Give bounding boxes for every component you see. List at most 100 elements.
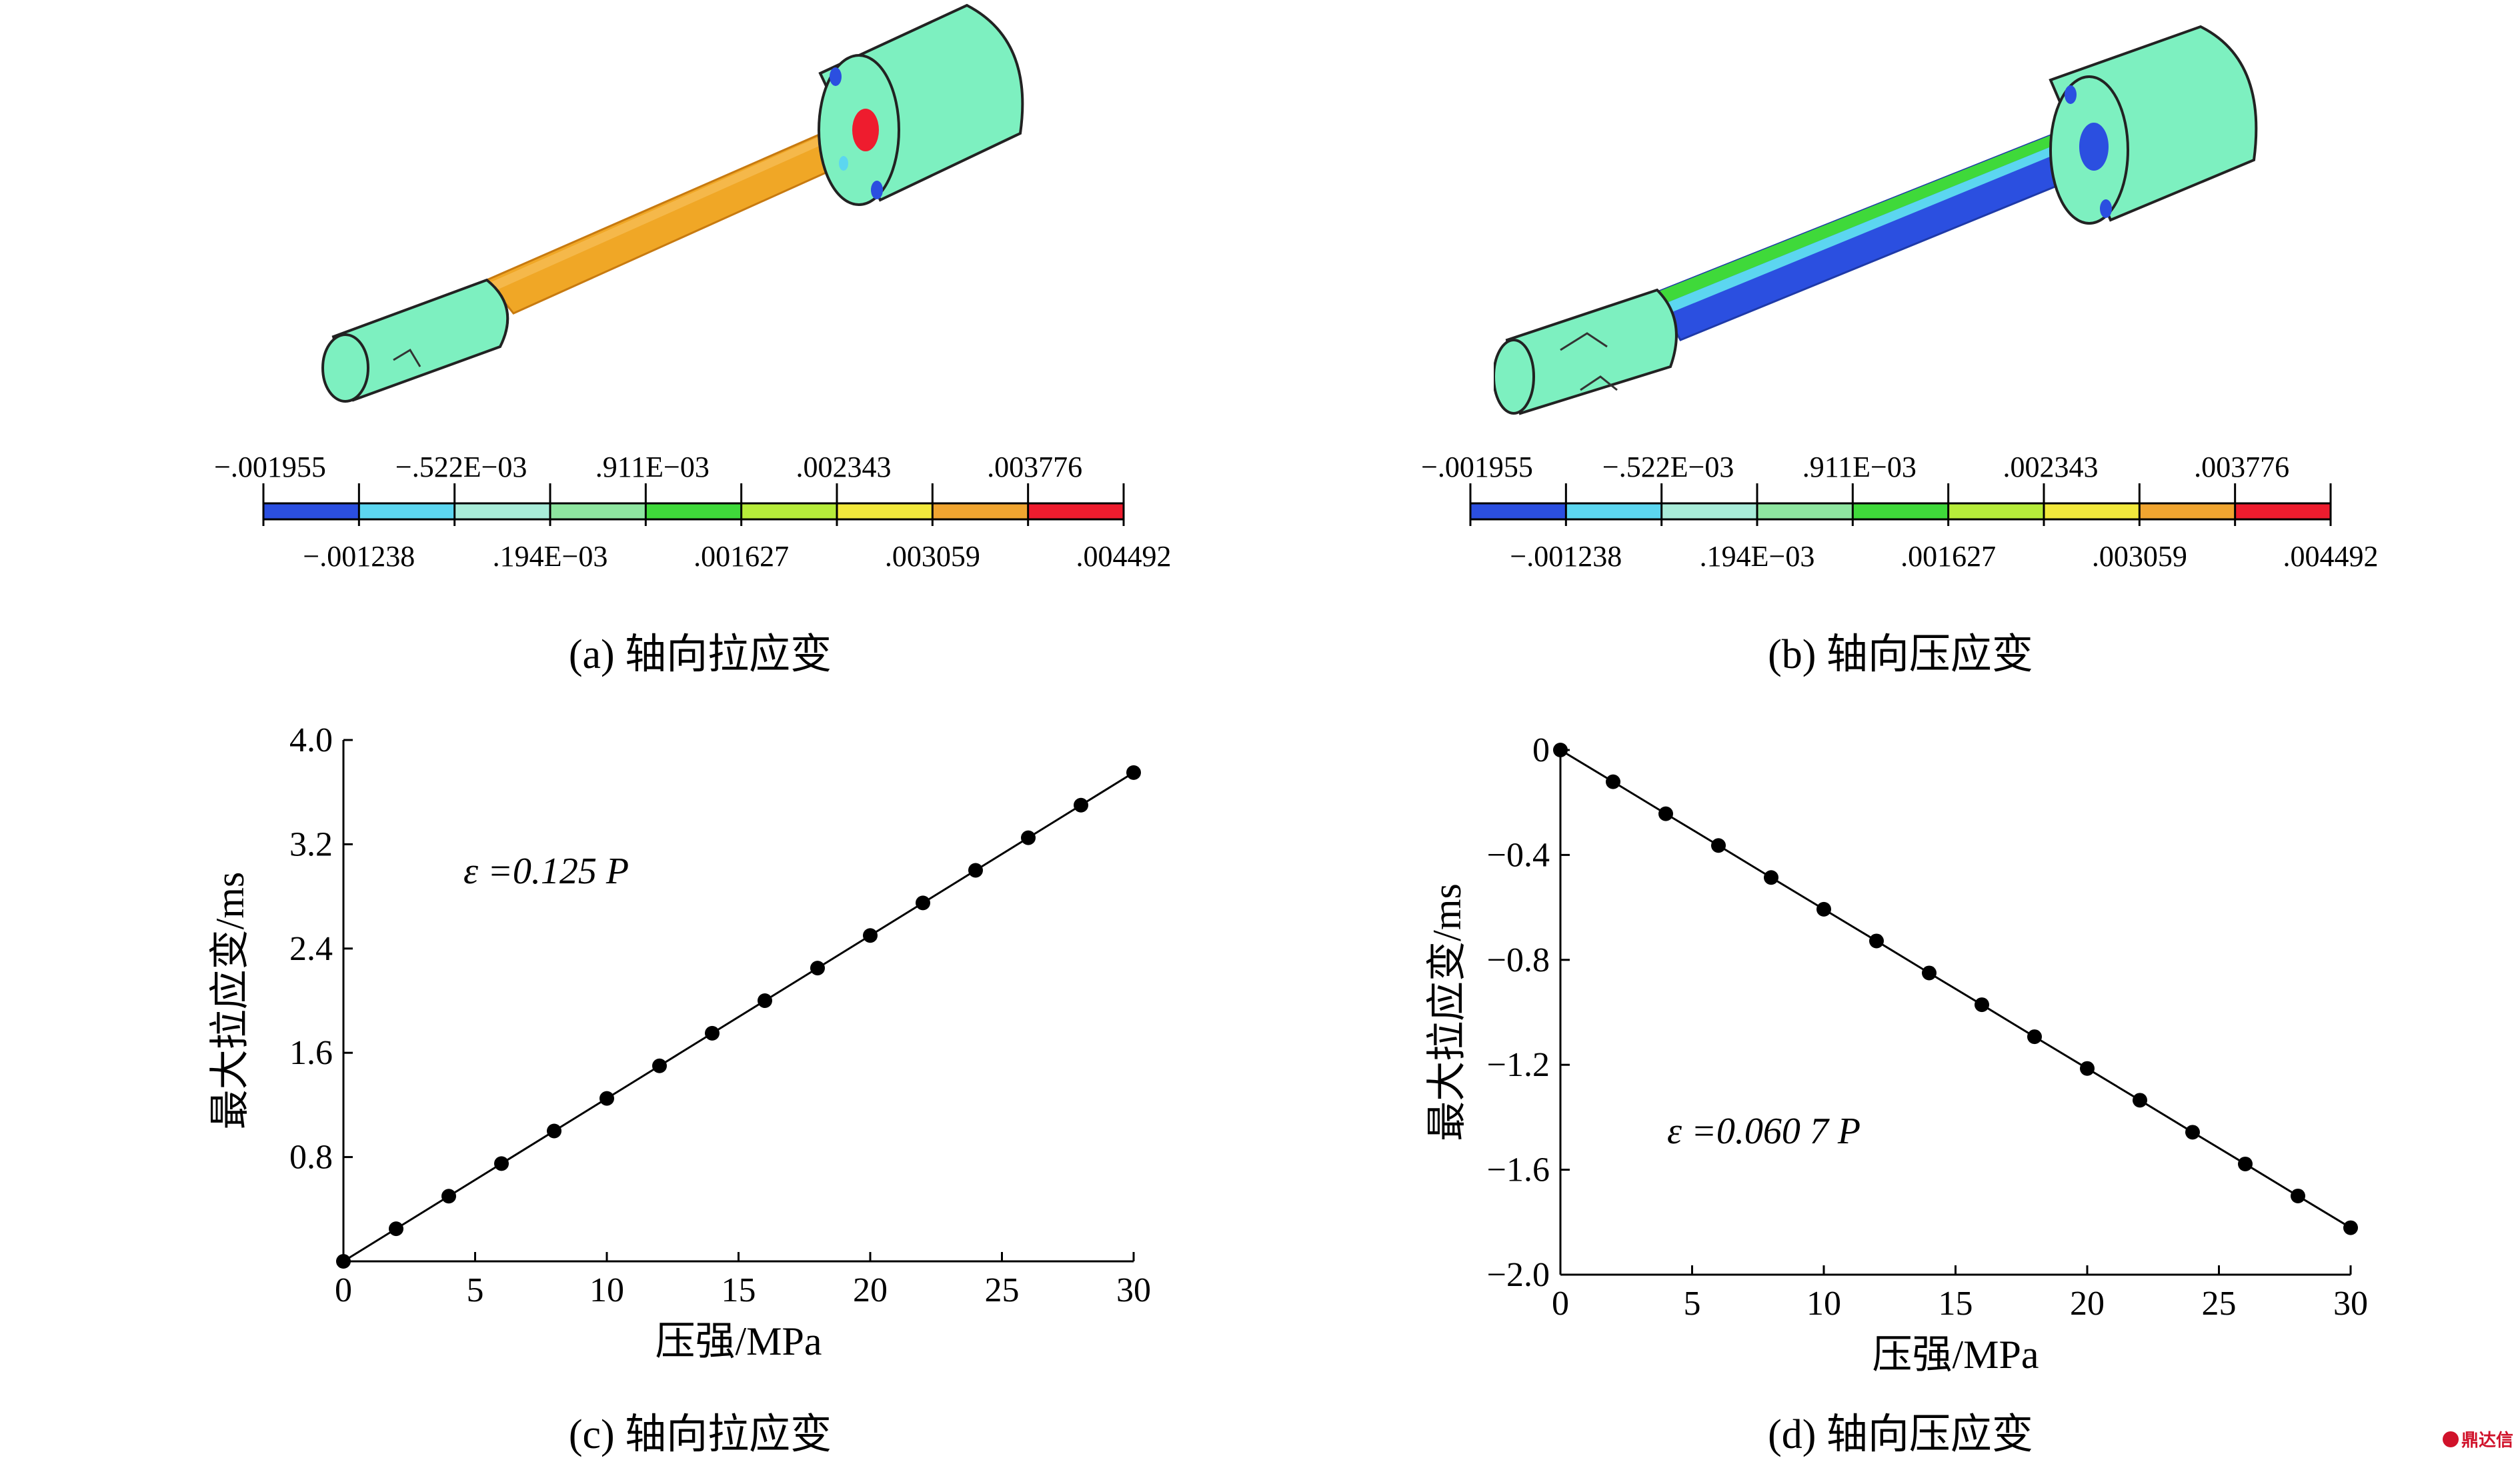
colorbar-bottom-label: .004492 — [2283, 540, 2379, 573]
x-tick-label: 15 — [1939, 1285, 1973, 1323]
colorbar-top-label: .002343 — [2003, 451, 2099, 483]
data-point — [389, 1221, 403, 1237]
y-tick-label: −2.0 — [1487, 1256, 1550, 1294]
equation-annotation: ε =0.125 P — [463, 851, 629, 892]
data-point — [441, 1189, 456, 1204]
colorbar-segment — [932, 503, 1028, 519]
y-tick-label: 0 — [1532, 731, 1550, 769]
y-axis-label: 最大拉应变/ms — [1425, 883, 1469, 1141]
y-tick-label: −1.2 — [1487, 1046, 1550, 1084]
large-end-cap — [818, 3, 1024, 206]
chart-c: 0 5 10 15 20 25 30 0.8 1.6 2.4 3.2 4.0 压强/MPa 最大拉应变/m… — [208, 721, 1151, 1363]
small-end-cap-b — [1494, 288, 1678, 415]
data-point — [1816, 901, 1831, 917]
data-point — [1021, 830, 1036, 845]
colorbar-segment — [837, 503, 933, 519]
x-axis-label: 压强/MPa — [655, 1319, 822, 1363]
data-point — [494, 1156, 509, 1171]
small-end-cap — [321, 278, 509, 403]
data-point — [863, 928, 878, 943]
x-tick-label: 20 — [853, 1271, 888, 1309]
data-point — [1764, 870, 1778, 885]
data-point — [1553, 743, 1568, 757]
data-point — [2291, 1188, 2305, 1203]
x-tick-label: 30 — [1116, 1271, 1151, 1309]
colorbar-segment — [1948, 503, 2044, 519]
y-tick-label: 0.8 — [289, 1139, 333, 1177]
x-tick-label: 30 — [2333, 1285, 2368, 1323]
data-point — [2027, 1029, 2042, 1045]
colorbar-top-label: .003776 — [2194, 451, 2289, 483]
data-point — [705, 1025, 720, 1041]
colorbar-segment — [1661, 503, 1757, 519]
colorbar-segment — [2235, 503, 2331, 519]
y-tick-label: 3.2 — [289, 825, 333, 863]
data-point — [2133, 1093, 2147, 1108]
colorbar-segment — [646, 503, 742, 519]
data-point — [2185, 1125, 2200, 1140]
colorbar-b: −.001955 −.522E−03 .911E−03 .002343 .003776 −… — [1387, 447, 2454, 580]
equation-annotation: ε =0.060 7 P — [1667, 1111, 1860, 1152]
caption-c: (c) 轴向拉应变 — [568, 1412, 832, 1457]
data-point — [1975, 997, 1989, 1013]
data-point — [1074, 797, 1088, 813]
y-axis-label: 最大拉应变/ms — [208, 872, 252, 1130]
colorbar-bottom-label: .194E−03 — [493, 540, 608, 573]
x-tick-label: 15 — [722, 1271, 756, 1309]
colorbar-segment — [1028, 503, 1124, 519]
caption-d: (d) 轴向压应变 — [1768, 1412, 2033, 1457]
data-point — [2080, 1061, 2095, 1076]
data-point — [810, 961, 825, 976]
colorbar-segment — [454, 503, 550, 519]
colorbar-segment — [1757, 503, 1853, 519]
data-point — [652, 1058, 667, 1073]
colorbar-bottom-label: −.001238 — [1510, 540, 1622, 573]
colorbar-top-label: −.522E−03 — [395, 451, 527, 483]
data-point — [1922, 965, 1937, 981]
chart-d: 0 5 10 15 20 25 30 0 −0.4 −0.8 −1.2 −1.6 −2.0 压强/MPa 最… — [1425, 731, 2368, 1377]
x-tick-label: 25 — [2202, 1285, 2237, 1323]
colorbar-segment — [1566, 503, 1662, 519]
data-point — [547, 1123, 561, 1139]
colorbar-bottom-label: .003059 — [885, 540, 980, 573]
y-tick-label: 4.0 — [289, 721, 333, 759]
colorbar-bottom-label: .001627 — [694, 540, 789, 573]
colorbar-segment — [2044, 503, 2140, 519]
colorbar-segment — [263, 503, 359, 519]
x-tick-label: 20 — [2070, 1285, 2105, 1323]
x-tick-label: 10 — [1806, 1285, 1841, 1323]
x-tick-label: 10 — [589, 1271, 624, 1309]
panel-b-model — [1494, 25, 2258, 415]
y-tick-label: −0.8 — [1487, 941, 1550, 979]
colorbar-segment — [359, 503, 455, 519]
colorbar-top-label: −.522E−03 — [1602, 451, 1734, 483]
colorbar-top-label: −.001955 — [1421, 451, 1533, 483]
x-tick-label: 0 — [1552, 1285, 1569, 1323]
data-point — [1711, 838, 1726, 853]
panel-a-model — [321, 3, 1024, 403]
data-point — [1126, 765, 1141, 780]
colorbar-top-label: −.001955 — [214, 451, 326, 483]
colorbar-bottom-label: .004492 — [1076, 540, 1172, 573]
colorbar-bottom-label: .001627 — [1901, 540, 1996, 573]
x-tick-label: 25 — [985, 1271, 1020, 1309]
y-tick-label: −0.4 — [1487, 836, 1550, 874]
x-axis-label: 压强/MPa — [1872, 1333, 2039, 1377]
series-line — [1560, 749, 2351, 1229]
large-end-cap-b — [2049, 25, 2258, 225]
colorbar-segment — [2139, 503, 2235, 519]
data-point — [968, 863, 983, 878]
data-point — [1606, 774, 1620, 789]
data-point — [916, 895, 930, 911]
data-point — [1658, 806, 1673, 821]
watermark-logo: 鼎达信 — [2442, 1427, 2513, 1451]
caption-a: (a) 轴向拉应变 — [568, 632, 832, 677]
data-point — [2343, 1220, 2358, 1235]
data-point — [1869, 933, 1884, 949]
y-tick-label: 1.6 — [289, 1034, 333, 1072]
colorbar-bottom-label: −.001238 — [303, 540, 415, 573]
caption-b: (b) 轴向压应变 — [1768, 632, 2033, 677]
colorbar-segment — [741, 503, 837, 519]
colorbar-a: −.001955 −.522E−03 .911E−03 .002343 .003776 −… — [180, 447, 1180, 580]
x-tick-label: 5 — [1684, 1285, 1701, 1323]
